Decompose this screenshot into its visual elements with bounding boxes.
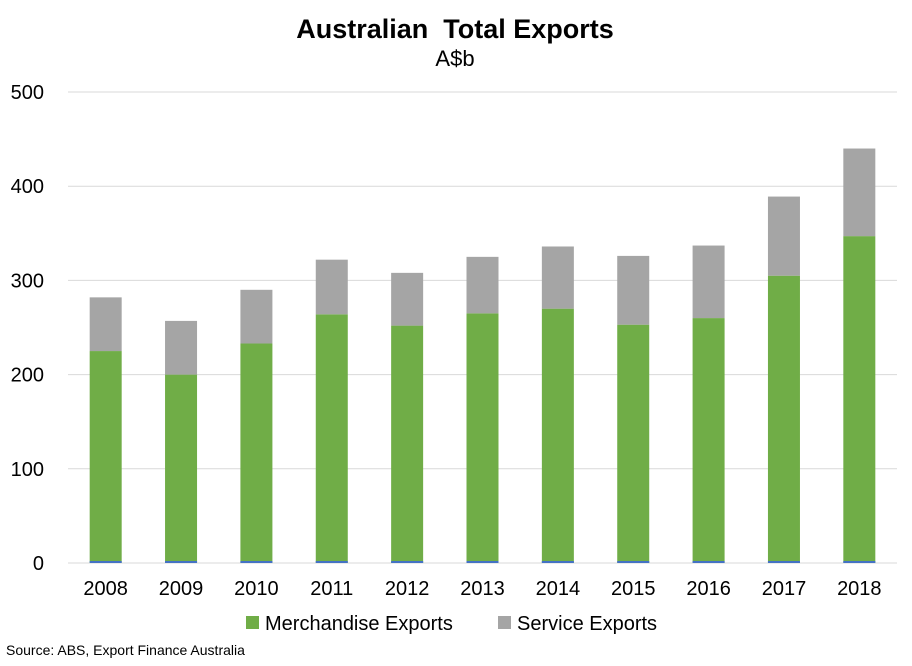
legend-swatch-merchandise (246, 616, 259, 629)
bar-base-2015 (617, 561, 650, 563)
bar-service-2010 (240, 289, 273, 344)
y-tick-label: 300 (11, 270, 44, 292)
bar-service-2014 (541, 246, 574, 309)
bars (89, 148, 876, 563)
bar-base-2008 (89, 561, 122, 563)
bar-service-2013 (466, 256, 499, 314)
bar-merchandise-2012 (391, 325, 424, 563)
bar-service-2015 (617, 255, 650, 325)
bar-service-2017 (767, 196, 800, 276)
y-tick-label: 0 (33, 553, 44, 575)
source-note: Source: ABS, Export Finance Australia (6, 642, 245, 658)
y-tick-label: 200 (11, 365, 44, 387)
x-tick-label: 2010 (234, 578, 279, 600)
bar-merchandise-2008 (89, 351, 122, 563)
bar-base-2016 (692, 561, 725, 563)
bar-merchandise-2014 (541, 308, 574, 563)
bar-merchandise-2013 (466, 313, 499, 563)
x-tick-label: 2017 (762, 578, 807, 600)
legend: Merchandise Exports Service Exports (246, 613, 657, 635)
chart-title: Australian Total Exports (296, 14, 614, 44)
y-axis-ticks: 0 100 200 300 400 500 (11, 82, 44, 575)
bar-merchandise-2009 (165, 374, 198, 563)
bar-service-2008 (89, 297, 122, 352)
bar-merchandise-2017 (767, 275, 800, 563)
bar-base-2009 (165, 561, 198, 563)
x-tick-label: 2018 (837, 578, 882, 600)
bar-base-2010 (240, 561, 273, 563)
bar-merchandise-2018 (843, 236, 876, 563)
x-tick-label: 2008 (83, 578, 128, 600)
y-tick-label: 400 (11, 176, 44, 198)
x-axis-ticks: 2008 2009 2010 2011 2012 2013 2014 2015 2016 2017… (83, 578, 881, 600)
bar-service-2009 (165, 320, 198, 375)
bar-service-2016 (692, 245, 725, 319)
legend-label-service: Service Exports (517, 613, 657, 635)
x-tick-label: 2011 (310, 578, 353, 600)
x-tick-label: 2015 (611, 578, 656, 600)
bar-merchandise-2015 (617, 324, 650, 563)
bar-base-2018 (843, 561, 876, 563)
bar-service-2011 (315, 259, 348, 315)
bar-merchandise-2010 (240, 343, 273, 563)
bar-base-2013 (466, 561, 499, 563)
x-tick-label: 2016 (686, 578, 731, 600)
bar-base-2014 (541, 561, 574, 563)
x-tick-label: 2013 (460, 578, 505, 600)
x-tick-label: 2012 (385, 578, 430, 600)
y-tick-label: 100 (11, 459, 44, 481)
bar-base-2011 (315, 561, 348, 563)
bar-base-2012 (391, 561, 424, 563)
chart-subtitle: A$b (435, 46, 474, 71)
bar-service-2018 (843, 148, 876, 237)
bar-base-2017 (767, 561, 800, 563)
legend-label-merchandise: Merchandise Exports (265, 613, 453, 635)
legend-swatch-service (498, 616, 511, 629)
bar-service-2012 (391, 272, 424, 326)
bar-merchandise-2016 (692, 318, 725, 563)
y-tick-label: 500 (11, 82, 44, 104)
x-tick-label: 2009 (159, 578, 204, 600)
bar-merchandise-2011 (315, 314, 348, 563)
x-tick-label: 2014 (536, 578, 581, 600)
